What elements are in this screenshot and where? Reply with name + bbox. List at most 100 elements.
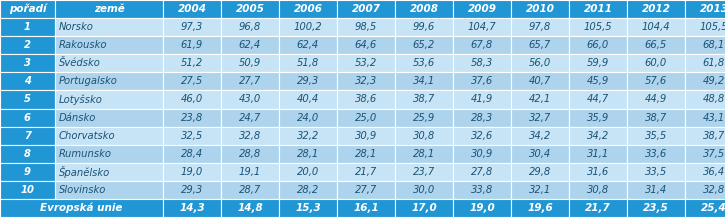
Text: 32,6: 32,6 <box>471 131 493 141</box>
Bar <box>569 54 627 72</box>
Text: 17,0: 17,0 <box>411 203 437 213</box>
Text: 62,4: 62,4 <box>297 40 319 50</box>
Bar <box>453 18 511 36</box>
Bar <box>511 108 569 127</box>
Bar <box>163 90 221 108</box>
Bar <box>221 199 279 217</box>
Bar <box>0 163 55 181</box>
Bar <box>569 127 627 145</box>
Bar <box>163 163 221 181</box>
Text: 41,9: 41,9 <box>471 94 493 104</box>
Bar <box>627 54 685 72</box>
Bar <box>395 163 453 181</box>
Bar <box>221 145 279 163</box>
Text: 96,8: 96,8 <box>239 22 261 32</box>
Text: 66,5: 66,5 <box>645 40 667 50</box>
Bar <box>569 0 627 18</box>
Bar <box>511 199 569 217</box>
Text: 32,5: 32,5 <box>181 131 203 141</box>
Text: 30,8: 30,8 <box>587 185 609 195</box>
Text: 51,8: 51,8 <box>297 58 319 68</box>
Bar <box>55 36 163 54</box>
Text: 27,8: 27,8 <box>471 167 493 177</box>
Text: 25,0: 25,0 <box>355 113 377 123</box>
Text: 32,8: 32,8 <box>239 131 261 141</box>
Text: 67,8: 67,8 <box>471 40 493 50</box>
Bar <box>55 163 163 181</box>
Bar <box>627 0 685 18</box>
Text: 28,8: 28,8 <box>239 149 261 159</box>
Bar <box>627 72 685 90</box>
Text: 32,1: 32,1 <box>529 185 551 195</box>
Text: 23,8: 23,8 <box>181 113 203 123</box>
Bar <box>395 0 453 18</box>
Text: 2: 2 <box>24 40 31 50</box>
Text: 33,6: 33,6 <box>645 149 667 159</box>
Text: 28,3: 28,3 <box>471 113 493 123</box>
Text: 4: 4 <box>24 76 31 86</box>
Bar <box>279 72 337 90</box>
Bar <box>279 181 337 199</box>
Bar <box>163 199 221 217</box>
Text: 32,3: 32,3 <box>355 76 377 86</box>
Bar <box>0 18 55 36</box>
Bar <box>163 72 221 90</box>
Bar <box>163 108 221 127</box>
Text: 29,3: 29,3 <box>297 76 319 86</box>
Bar <box>685 0 725 18</box>
Bar <box>453 108 511 127</box>
Bar <box>221 127 279 145</box>
Bar <box>685 108 725 127</box>
Bar <box>163 127 221 145</box>
Text: 29,8: 29,8 <box>529 167 551 177</box>
Bar <box>279 199 337 217</box>
Text: 14,8: 14,8 <box>237 203 263 213</box>
Bar <box>395 181 453 199</box>
Bar <box>279 54 337 72</box>
Bar <box>627 163 685 181</box>
Bar <box>163 145 221 163</box>
Text: Rakousko: Rakousko <box>59 40 107 50</box>
Bar <box>453 127 511 145</box>
Bar <box>627 108 685 127</box>
Text: 38,7: 38,7 <box>703 131 725 141</box>
Text: 24,0: 24,0 <box>297 113 319 123</box>
Bar <box>453 199 511 217</box>
Text: 40,7: 40,7 <box>529 76 551 86</box>
Text: 31,6: 31,6 <box>587 167 609 177</box>
Text: 49,2: 49,2 <box>703 76 725 86</box>
Bar <box>337 0 395 18</box>
Bar <box>337 54 395 72</box>
Bar <box>337 145 395 163</box>
Text: 48,8: 48,8 <box>703 94 725 104</box>
Text: 30,8: 30,8 <box>413 131 435 141</box>
Text: 27,7: 27,7 <box>355 185 377 195</box>
Bar <box>627 36 685 54</box>
Text: 53,2: 53,2 <box>355 58 377 68</box>
Bar <box>627 90 685 108</box>
Text: 97,3: 97,3 <box>181 22 203 32</box>
Text: 3: 3 <box>24 58 31 68</box>
Text: 23,7: 23,7 <box>413 167 435 177</box>
Bar <box>279 0 337 18</box>
Text: 53,6: 53,6 <box>413 58 435 68</box>
Bar <box>0 0 55 18</box>
Bar <box>395 90 453 108</box>
Bar <box>511 0 569 18</box>
Bar <box>337 36 395 54</box>
Bar <box>685 127 725 145</box>
Bar <box>395 54 453 72</box>
Bar <box>511 90 569 108</box>
Bar <box>685 72 725 90</box>
Text: 37,6: 37,6 <box>471 76 493 86</box>
Text: 97,8: 97,8 <box>529 22 551 32</box>
Text: pořadí: pořadí <box>9 4 46 14</box>
Text: 35,5: 35,5 <box>645 131 667 141</box>
Bar <box>685 90 725 108</box>
Bar <box>395 108 453 127</box>
Text: 2010: 2010 <box>526 4 555 14</box>
Text: 38,6: 38,6 <box>355 94 377 104</box>
Text: 62,4: 62,4 <box>239 40 261 50</box>
Text: 19,0: 19,0 <box>181 167 203 177</box>
Bar <box>453 36 511 54</box>
